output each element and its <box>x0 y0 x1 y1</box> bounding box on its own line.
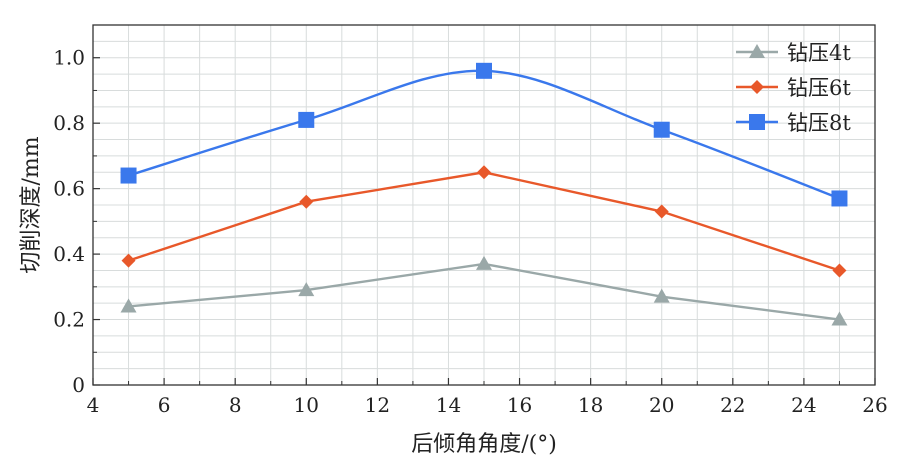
x-tick-label: 4 <box>87 393 100 417</box>
x-tick-label: 10 <box>294 393 319 417</box>
data-point <box>653 121 670 138</box>
series-square <box>120 62 848 207</box>
x-tick-label: 22 <box>720 393 745 417</box>
x-tick-label: 20 <box>649 393 674 417</box>
x-axis-title: 后倾角角度/(°) <box>411 432 557 457</box>
x-tick-label: 16 <box>507 393 532 417</box>
x-tick-label: 26 <box>862 393 887 417</box>
y-axis-title: 切削深度/mm <box>19 136 44 273</box>
data-point <box>299 194 314 209</box>
y-tick-label: 0.2 <box>53 308 85 332</box>
x-tick-label: 14 <box>436 393 461 417</box>
data-point <box>831 311 848 326</box>
legend-marker <box>750 80 764 94</box>
y-tick-label: 0 <box>72 373 85 397</box>
data-point <box>477 165 491 180</box>
data-point <box>831 190 848 207</box>
data-point <box>654 204 669 219</box>
x-tick-label: 6 <box>158 393 171 417</box>
data-point <box>298 282 315 297</box>
data-point <box>121 253 136 268</box>
series-layer <box>120 62 848 326</box>
data-point <box>298 111 315 128</box>
data-point <box>120 298 137 313</box>
x-tick-label: 18 <box>578 393 603 417</box>
x-tick-label: 12 <box>365 393 390 417</box>
legend: 钻压4t 钻压6t 钻压8t <box>736 41 851 135</box>
axes: 4 6 8 10 12 14 16 18 20 22 24 26 0 0.2 0.4 0.6 0.8 1.0 <box>53 24 888 417</box>
legend-item: 钻压8t <box>736 111 851 135</box>
x-tick-label: 24 <box>791 393 816 417</box>
data-point <box>120 167 137 184</box>
y-tick-label: 0.6 <box>53 177 85 201</box>
legend-marker <box>749 44 765 58</box>
data-point <box>832 263 847 278</box>
legend-marker <box>749 114 765 130</box>
legend-label: 钻压4t <box>787 41 851 65</box>
legend-label: 钻压6t <box>787 76 851 100</box>
y-tick-label: 0.8 <box>53 111 85 135</box>
series-triangle <box>120 255 848 326</box>
legend-item: 钻压6t <box>736 76 851 100</box>
x-tick-label: 8 <box>229 393 242 417</box>
data-point <box>476 62 492 79</box>
y-tick-label: 0.4 <box>53 242 85 266</box>
y-tick-label: 1.0 <box>53 46 85 70</box>
data-point <box>653 288 670 303</box>
grid <box>92 24 876 386</box>
legend-label: 钻压8t <box>787 111 851 135</box>
legend-item: 钻压4t <box>736 41 851 65</box>
series-diamond <box>121 165 847 278</box>
data-point <box>476 255 492 270</box>
